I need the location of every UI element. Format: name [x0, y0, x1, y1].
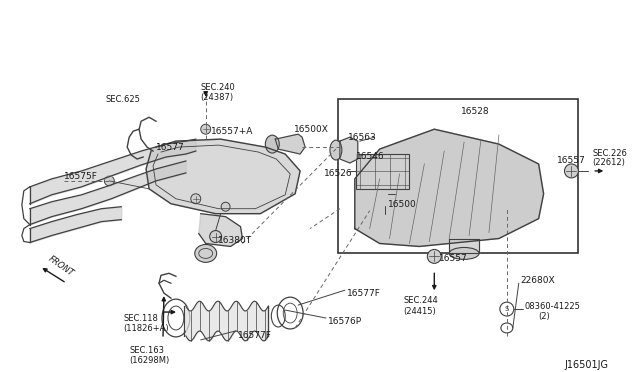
- Polygon shape: [275, 134, 305, 154]
- Bar: [338, 99, 579, 253]
- Text: 16575F: 16575F: [63, 172, 97, 182]
- Text: FRONT: FRONT: [47, 254, 76, 278]
- Text: 16557+A: 16557+A: [211, 127, 253, 136]
- Text: SEC.226: SEC.226: [592, 148, 627, 158]
- Text: 16577: 16577: [156, 142, 185, 151]
- Text: 16380T: 16380T: [218, 235, 252, 244]
- Ellipse shape: [266, 135, 279, 153]
- Text: 16557: 16557: [439, 254, 468, 263]
- Text: 16577F: 16577F: [237, 331, 271, 340]
- Text: 16563: 16563: [348, 133, 376, 142]
- Text: 22680X: 22680X: [521, 276, 556, 285]
- Text: (24387): (24387): [201, 93, 234, 102]
- Polygon shape: [449, 238, 479, 253]
- Text: (24415): (24415): [403, 307, 436, 316]
- Polygon shape: [355, 129, 543, 247]
- Polygon shape: [146, 139, 300, 214]
- Ellipse shape: [195, 244, 217, 262]
- Polygon shape: [340, 137, 358, 163]
- Text: 16500: 16500: [388, 200, 417, 209]
- Text: S: S: [505, 306, 509, 312]
- Bar: [356, 154, 410, 189]
- Ellipse shape: [330, 140, 342, 160]
- Ellipse shape: [428, 250, 441, 263]
- Text: J16501JG: J16501JG: [564, 360, 609, 370]
- Ellipse shape: [564, 164, 579, 178]
- Ellipse shape: [191, 194, 201, 204]
- Text: 16528: 16528: [461, 107, 490, 116]
- Ellipse shape: [201, 124, 211, 134]
- Text: (2): (2): [539, 311, 550, 321]
- Ellipse shape: [210, 231, 221, 243]
- Text: SEC.240: SEC.240: [201, 83, 236, 92]
- Text: SEC.118: SEC.118: [124, 314, 158, 323]
- Text: 16526: 16526: [324, 169, 353, 179]
- Text: SEC.625: SEC.625: [106, 95, 140, 104]
- Text: 16577F: 16577F: [347, 289, 381, 298]
- Text: SEC.244: SEC.244: [403, 296, 438, 305]
- Ellipse shape: [449, 247, 479, 259]
- Text: (16298M): (16298M): [129, 356, 170, 365]
- Ellipse shape: [221, 202, 230, 211]
- Text: 16557: 16557: [557, 157, 585, 166]
- Text: 08360-41225: 08360-41225: [525, 302, 580, 311]
- Text: 16576P: 16576P: [328, 317, 362, 326]
- Ellipse shape: [104, 176, 115, 186]
- Text: 16546: 16546: [356, 151, 385, 161]
- Polygon shape: [199, 214, 243, 247]
- Text: 16500X: 16500X: [294, 125, 329, 134]
- Text: SEC.163: SEC.163: [129, 346, 164, 355]
- Text: (11826+A): (11826+A): [124, 324, 169, 333]
- Text: (22612): (22612): [592, 158, 625, 167]
